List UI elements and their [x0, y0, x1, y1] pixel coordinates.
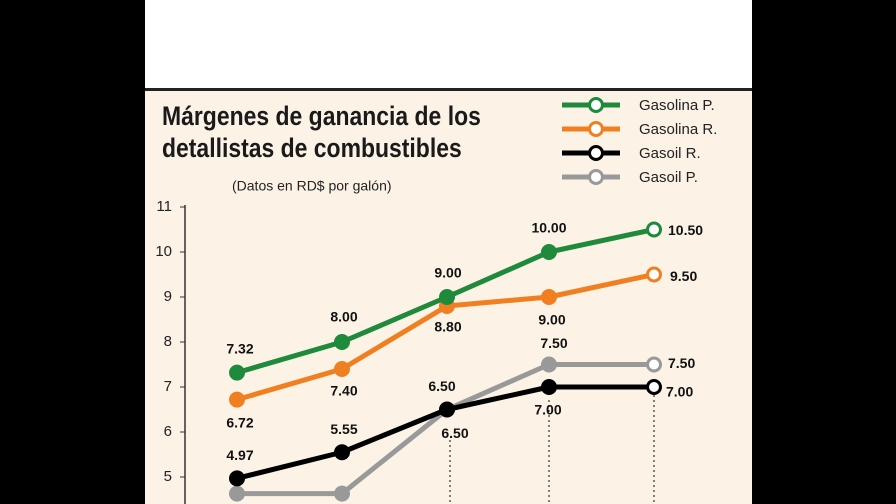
point [229, 485, 245, 502]
data-label: 6.72 [226, 414, 253, 430]
legend-label: Gasoil R. [639, 145, 701, 162]
data-label: 9.50 [670, 268, 697, 284]
data-label: 7.32 [226, 340, 253, 356]
legend-label: Gasolina R. [639, 121, 717, 138]
point [541, 356, 557, 373]
legend-marker [588, 97, 604, 113]
data-label: 7.40 [330, 383, 357, 399]
legend-marker [588, 145, 604, 161]
point [646, 356, 662, 373]
point [646, 266, 662, 283]
y-tick-label: 11 [156, 198, 172, 215]
point [439, 401, 455, 418]
point [334, 334, 350, 350]
legend-marker [588, 121, 604, 137]
point [541, 379, 557, 395]
point [646, 221, 662, 238]
y-tick-label: 5 [164, 468, 172, 485]
point [541, 244, 557, 260]
data-label: 10.50 [668, 222, 703, 238]
header-space [145, 0, 752, 88]
data-label: 7.50 [668, 355, 695, 371]
data-label: 4.97 [226, 447, 253, 463]
data-label: 6.50 [428, 378, 455, 394]
y-tick-label: 7 [164, 378, 172, 395]
y-tick-label: 8 [164, 333, 172, 350]
data-label: 8.00 [330, 309, 357, 325]
point [229, 470, 245, 487]
point [334, 444, 350, 461]
point [229, 364, 245, 381]
y-tick-label: 9 [164, 288, 172, 305]
point [541, 289, 557, 305]
y-tick-label: 6 [164, 423, 172, 440]
data-label: 10.00 [531, 220, 566, 236]
drop-lines [449, 395, 655, 504]
point [334, 361, 350, 377]
data-label: 7.00 [534, 402, 561, 418]
data-label: 8.80 [434, 319, 461, 335]
point [334, 485, 350, 502]
data-label: 7.50 [540, 335, 567, 351]
chart-subtitle: (Datos en RD$ por galón) [232, 178, 392, 194]
data-label: 7.00 [666, 384, 693, 400]
y-tick-label: 10 [155, 243, 172, 260]
point [439, 289, 455, 305]
legend-label: Gasoil P. [639, 169, 698, 186]
chart-title: Márgenes de ganancia de los detallistas … [162, 101, 481, 163]
data-label: 5.55 [330, 421, 357, 437]
data-label: 6.50 [441, 425, 468, 441]
legend-marker [588, 169, 604, 185]
point [229, 391, 245, 408]
data-label: 9.00 [538, 312, 565, 328]
legend-label: Gasolina P. [639, 97, 715, 114]
data-label: 9.00 [434, 265, 461, 281]
point [646, 379, 662, 395]
